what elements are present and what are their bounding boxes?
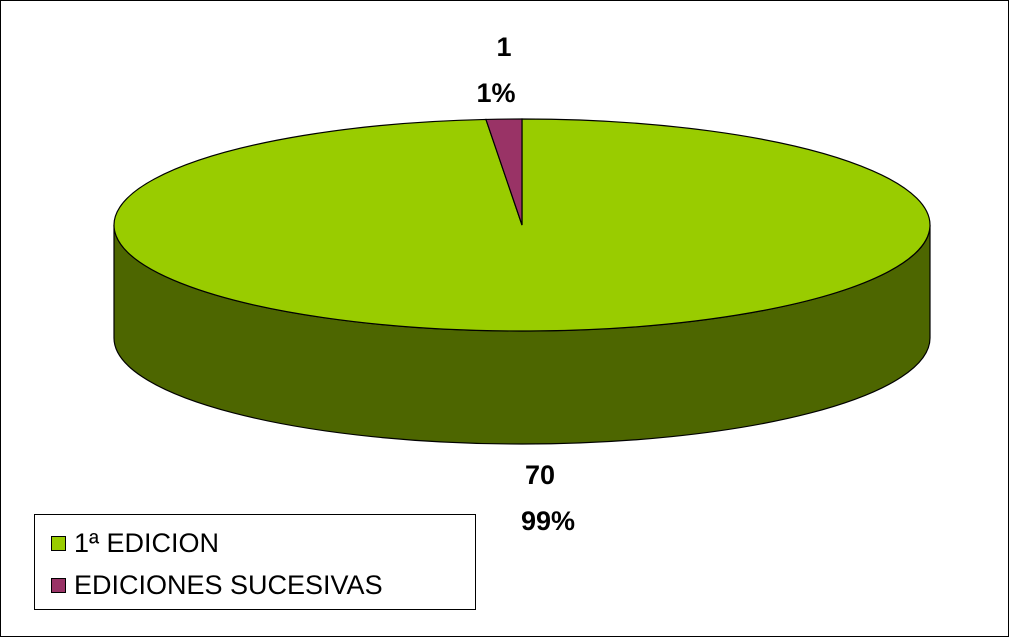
legend: 1ª EDICION EDICIONES SUCESIVAS xyxy=(34,514,476,610)
legend-item-primera-edicion: 1ª EDICION xyxy=(51,523,219,563)
data-label-percent-primera-edicion: 99% xyxy=(521,506,575,536)
legend-label-primera-edicion: 1ª EDICION xyxy=(74,527,220,558)
pie-slice-primera-edicion xyxy=(113,118,931,332)
data-label-percent-ediciones-sucesivas: 1% xyxy=(476,78,515,108)
data-label-value-ediciones-sucesivas: 1 xyxy=(496,32,511,62)
legend-label-ediciones-sucesivas: EDICIONES SUCESIVAS xyxy=(74,569,383,600)
legend-item-ediciones-sucesivas: EDICIONES SUCESIVAS xyxy=(51,565,383,605)
data-label-value-primera-edicion: 70 xyxy=(525,460,555,490)
legend-swatch-primera-edicion xyxy=(51,535,66,551)
pie-slice-ediciones-sucesivas xyxy=(485,118,523,226)
legend-swatch-ediciones-sucesivas xyxy=(51,577,66,593)
